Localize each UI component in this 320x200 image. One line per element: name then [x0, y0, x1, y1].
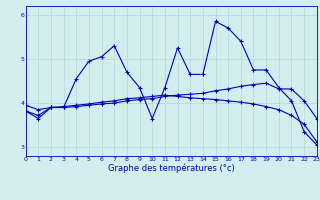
- X-axis label: Graphe des températures (°c): Graphe des températures (°c): [108, 164, 235, 173]
